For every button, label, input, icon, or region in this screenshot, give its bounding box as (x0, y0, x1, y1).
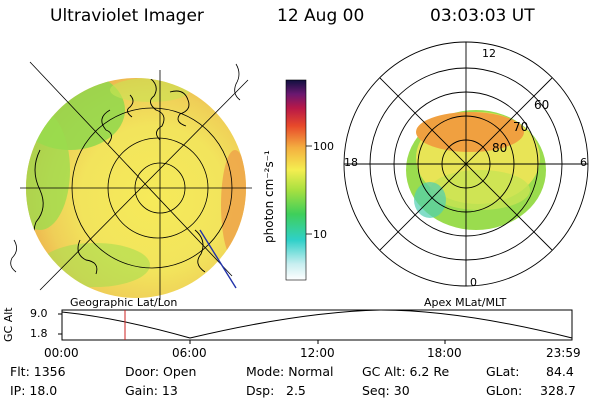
colorbar (285, 79, 312, 281)
mode-value: Mode: Normal (246, 364, 334, 379)
glat-label: GLat: (486, 364, 520, 379)
ip-value: IP: 18.0 (10, 383, 58, 398)
mlat-label-70: 70 (513, 120, 529, 134)
right-panel-caption: Apex MLat/MLT (424, 296, 507, 309)
altitude-timeline (58, 309, 573, 344)
gain-value: Gain: 13 (125, 383, 178, 398)
dsp-label: Dsp: (246, 383, 275, 398)
glon-value: 328.7 (540, 383, 576, 398)
colorbar-unit-label: photon cm⁻²s⁻¹ (262, 150, 276, 243)
time-label: 03:03:03 UT (430, 6, 535, 26)
geographic-image (10, 61, 252, 300)
glat-value: 84.4 (546, 364, 574, 379)
mlt-label-18: 18 (344, 156, 358, 169)
dsp-value: 2.5 (286, 383, 306, 398)
colorbar-tick-100: 100 (313, 140, 334, 153)
colorbar-tick-10: 10 (313, 228, 327, 241)
timeline-ylabel: GC Alt (2, 307, 15, 342)
left-panel-caption: Geographic Lat/Lon (70, 296, 178, 309)
mlat-label-60: 60 (534, 98, 550, 112)
mlat-label-80: 80 (492, 141, 508, 155)
timeline-ytick-low: 1.8 (30, 327, 48, 340)
timeline-xtick: 00:00 (44, 346, 79, 360)
door-status: Door: Open (125, 364, 197, 379)
instrument-title: Ultraviolet Imager (50, 6, 204, 26)
flight-number: Flt: 1356 (10, 364, 66, 379)
mlat-mlt-polar-plot (343, 41, 589, 287)
timeline-xtick: 23:59 (546, 346, 581, 360)
mlt-label-6: 6 (580, 156, 587, 169)
timeline-xtick: 12:00 (300, 346, 335, 360)
date-label: 12 Aug 00 (277, 6, 365, 26)
mlt-label-0: 0 (470, 276, 477, 289)
mlt-label-12: 12 (482, 47, 496, 60)
timeline-xtick: 06:00 (172, 346, 207, 360)
sequence-number: Seq: 30 (362, 383, 410, 398)
gc-altitude: GC Alt: 6.2 Re (362, 364, 450, 379)
timeline-xtick: 18:00 (427, 346, 462, 360)
glon-label: GLon: (486, 383, 523, 398)
timeline-ytick-high: 9.0 (30, 307, 48, 320)
